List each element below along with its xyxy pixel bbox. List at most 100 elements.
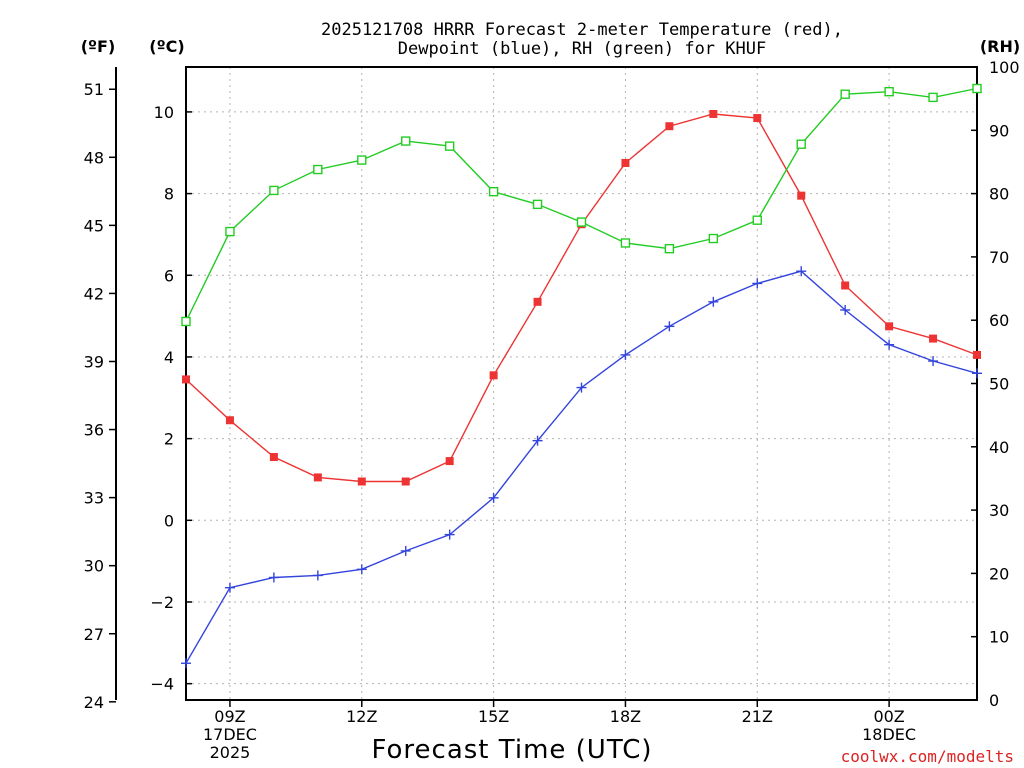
fahrenheit-tick-label: 42 — [84, 284, 104, 303]
rh-point — [752, 215, 762, 225]
rh-tick-label: 100 — [989, 58, 1020, 77]
temperature-point — [182, 375, 190, 384]
temperature-point — [489, 371, 498, 380]
rh-tick-label: 60 — [989, 311, 1009, 330]
rh-point — [357, 155, 367, 165]
temperature-point — [401, 477, 410, 486]
dewpoint-point — [840, 304, 851, 315]
dewpoint-point — [356, 564, 367, 575]
fahrenheit-tick-label: 51 — [84, 80, 104, 99]
dewpoint-point — [796, 266, 807, 277]
celsius-tick-label: 8 — [164, 185, 174, 204]
rh-tick-label: 20 — [989, 564, 1009, 583]
rh-point — [225, 226, 235, 237]
rh-tick-label: 80 — [989, 185, 1009, 204]
celsius-tick-label: 0 — [164, 511, 174, 530]
rh-point — [796, 139, 806, 149]
series-layer — [181, 83, 982, 669]
rh-point — [972, 83, 982, 94]
temperature-point — [533, 297, 542, 306]
rh-unit-label: (RH) — [980, 37, 1020, 56]
fahrenheit-tick-label: 39 — [84, 352, 104, 371]
fahrenheit-tick-label: 30 — [84, 557, 104, 576]
dewpoint-point — [532, 435, 543, 446]
temperature-point — [225, 416, 234, 425]
time-tick-label: 09Z — [214, 707, 245, 726]
dewpoint-point — [268, 572, 279, 583]
dewpoint-point — [708, 296, 719, 307]
celsius-tick-label: 4 — [164, 348, 174, 367]
rh-point — [576, 217, 587, 227]
credit-text: coolwx.com/modelts — [841, 747, 1014, 766]
celsius-tick-label: −4 — [150, 675, 174, 694]
temperature-point — [709, 109, 718, 118]
celsius-axis: −4 −2 0 2 4 6 8 10 — [150, 103, 192, 694]
dewpoint-point — [884, 339, 895, 350]
temperature-point — [665, 122, 674, 131]
time-tick-label: 12Z — [346, 707, 377, 726]
rh-point — [620, 238, 631, 248]
fahrenheit-tick-label: 45 — [84, 216, 104, 235]
rh-point — [313, 164, 323, 175]
rh-tick-label: 0 — [989, 691, 999, 710]
temperature-point — [929, 334, 938, 343]
rh-point — [928, 92, 938, 103]
fahrenheit-tick-label: 36 — [84, 421, 104, 440]
x-axis-label: Forecast Time (UTC) — [371, 735, 652, 765]
fahrenheit-axis: 24 27 30 33 36 39 42 45 48 51 — [84, 80, 116, 712]
dewpoint-point — [312, 570, 323, 581]
rh-line — [185, 87, 978, 322]
rh-point — [664, 243, 675, 254]
celsius-tick-label: −2 — [150, 593, 174, 612]
fahrenheit-tick-label: 33 — [84, 489, 104, 508]
temperature-point — [269, 453, 278, 462]
time-tick-label: 17DEC — [203, 725, 257, 744]
rh-point — [840, 89, 850, 99]
rh-point — [269, 185, 279, 196]
time-tick-label: 18DEC — [862, 725, 916, 744]
temperature-line — [185, 113, 978, 483]
rh-point — [488, 187, 499, 197]
dewpoint-point — [620, 349, 631, 360]
rh-axis: 0 10 20 30 40 50 60 70 80 90 100 — [971, 58, 1020, 710]
time-tick-label: 2025 — [210, 743, 251, 762]
rh-point — [401, 136, 411, 146]
celsius-tick-label: 6 — [164, 266, 174, 285]
temperature-point — [753, 114, 762, 123]
rh-point — [532, 199, 543, 210]
dewpoint-point — [928, 356, 939, 367]
axes — [115, 66, 978, 701]
dewpoint-point — [972, 368, 982, 379]
rh-tick-label: 30 — [989, 501, 1009, 520]
temperature-point — [357, 477, 366, 486]
temperature-point — [797, 191, 806, 200]
rh-tick-label: 70 — [989, 248, 1009, 267]
celsius-tick-label: 10 — [154, 103, 174, 122]
dewpoint-point — [181, 658, 191, 669]
rh-tick-label: 40 — [989, 438, 1009, 457]
temperature-point — [973, 350, 981, 359]
rh-point — [708, 233, 719, 244]
fahrenheit-tick-label: 48 — [84, 148, 104, 167]
chart-title: 2025121708 HRRR Forecast 2-meter Tempera… — [321, 20, 843, 40]
celsius-unit-label: (ºC) — [149, 37, 184, 56]
dewpoint-point — [224, 582, 235, 593]
fahrenheit-tick-label: 24 — [84, 693, 104, 712]
fahrenheit-tick-label: 27 — [84, 625, 104, 644]
temperature-point — [445, 457, 454, 466]
dewpoint-point — [400, 545, 411, 556]
fahrenheit-unit-label: (ºF) — [81, 37, 116, 56]
time-tick-label: 18Z — [610, 707, 641, 726]
rh-point — [884, 86, 894, 97]
dewpoint-point — [752, 278, 763, 289]
dewpoint-point — [488, 492, 499, 503]
time-tick-label: 00Z — [873, 707, 904, 726]
rh-point — [444, 141, 455, 151]
rh-tick-label: 90 — [989, 121, 1009, 140]
temperature-point — [621, 158, 630, 167]
rh-tick-label: 50 — [989, 375, 1009, 394]
dewpoint-point — [444, 529, 455, 540]
temperature-point — [313, 473, 322, 482]
